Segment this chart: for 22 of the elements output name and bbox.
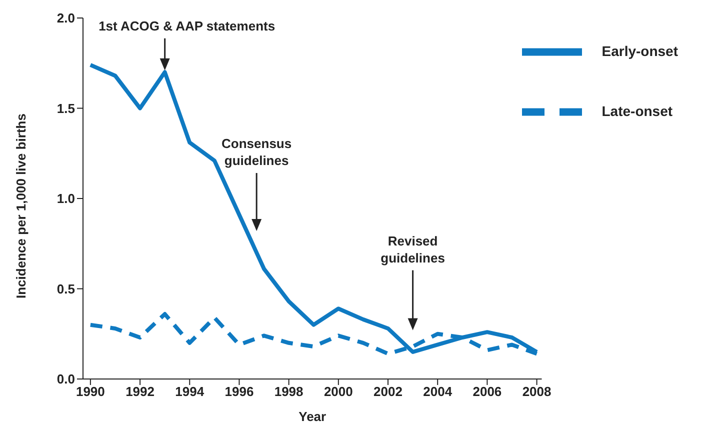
x-tick-label: 2004 [423, 384, 453, 400]
x-axis-title: Year [298, 409, 326, 424]
y-axis-title: Incidence per 1,000 live births [14, 114, 29, 298]
x-tick-label: 1992 [126, 384, 154, 400]
x-tick-label: 2002 [374, 384, 402, 400]
x-tick-label: 2008 [522, 384, 552, 400]
y-tick-label: 2.0 [56, 10, 75, 26]
y-tick-label: 1.0 [56, 191, 75, 206]
x-tick-label: 1996 [224, 384, 254, 400]
y-tick-label: 0.5 [56, 281, 75, 296]
legend-label: Early-onset [602, 42, 678, 59]
x-tick-label: 2000 [324, 384, 353, 400]
annotation: Consensus guidelines [222, 136, 292, 168]
y-tick-label: 0.0 [56, 372, 75, 387]
y-tick-label: 1.5 [56, 100, 75, 116]
annotation: Revised guidelines [380, 233, 445, 266]
x-tick-label: 1994 [175, 384, 205, 400]
x-tick-label: 1990 [76, 384, 105, 400]
legend-label: Late-onset [602, 102, 673, 119]
x-tick-label: 2006 [472, 384, 502, 400]
x-tick-label: 1998 [274, 384, 304, 400]
annotation: 1st ACOG & AAP statements [98, 18, 276, 34]
